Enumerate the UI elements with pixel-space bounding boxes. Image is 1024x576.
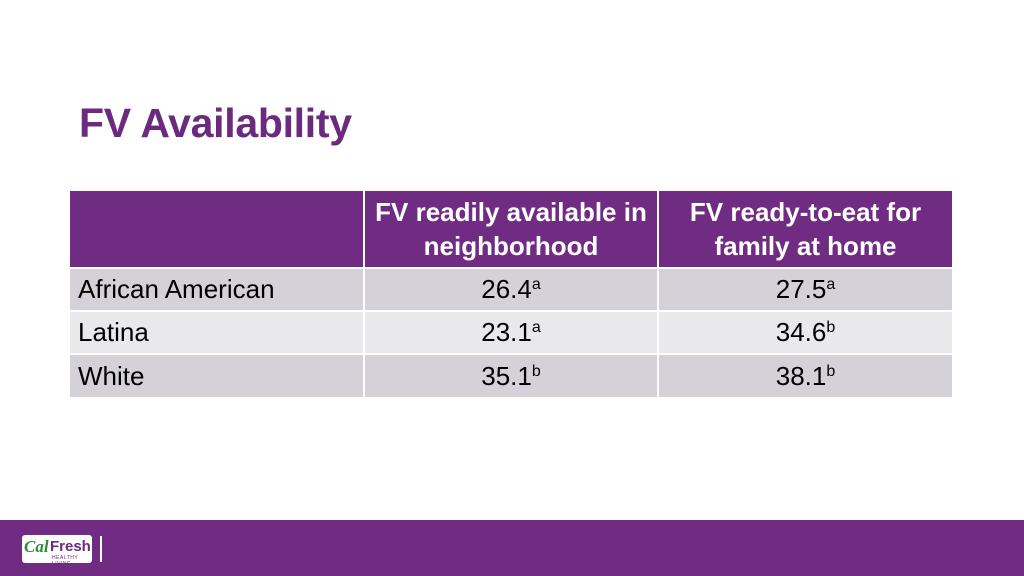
logo-cal-text: Cal	[24, 537, 49, 556]
availability-table: FV readily available in neighborhood FV …	[70, 191, 952, 397]
table-header-home: FV ready-to-eat for family at home	[658, 191, 952, 268]
row-label: White	[70, 353, 365, 397]
cell-value: 23.1	[481, 317, 532, 347]
cell-home: 27.5a	[658, 267, 952, 311]
cell-superscript: b	[531, 362, 541, 380]
footer-bar: Cal Fresh HEALTHY LIVING	[0, 520, 1024, 576]
cell-superscript: a	[531, 276, 541, 293]
cell-value: 38.1	[775, 360, 827, 391]
logo-tagline: HEALTHY LIVING	[52, 555, 79, 567]
logo-fresh-text: Fresh	[50, 538, 91, 555]
cell-neighborhood: 35.1b	[364, 353, 659, 397]
calfresh-logo: Cal Fresh HEALTHY LIVING	[22, 535, 92, 567]
cell-superscript: a	[826, 276, 836, 293]
cell-home: 34.6b	[658, 310, 952, 354]
table-header-empty	[70, 191, 365, 268]
slide-title: FV Availability	[79, 100, 352, 146]
row-label: Latina	[70, 310, 365, 354]
row-label: African American	[70, 267, 365, 311]
table-header-row: FV readily available in neighborhood FV …	[70, 191, 952, 268]
table-row: White 35.1b 38.1b	[70, 353, 952, 397]
table-row: African American 26.4a 27.5a	[70, 267, 952, 311]
cell-superscript: b	[826, 362, 836, 380]
cell-superscript: a	[531, 319, 541, 336]
cell-neighborhood: 23.1a	[364, 310, 659, 354]
cell-value: 35.1	[481, 360, 532, 391]
table-header-neighborhood: FV readily available in neighborhood	[364, 191, 659, 268]
cell-neighborhood: 26.4a	[364, 267, 659, 311]
cell-value: 27.5	[775, 274, 827, 304]
cell-value: 34.6	[775, 317, 827, 347]
cell-home: 38.1b	[658, 353, 952, 397]
table-row: Latina 23.1a 34.6b	[70, 310, 952, 354]
footer-divider	[100, 536, 102, 562]
cell-superscript: b	[826, 319, 836, 336]
cell-value: 26.4	[481, 274, 532, 304]
